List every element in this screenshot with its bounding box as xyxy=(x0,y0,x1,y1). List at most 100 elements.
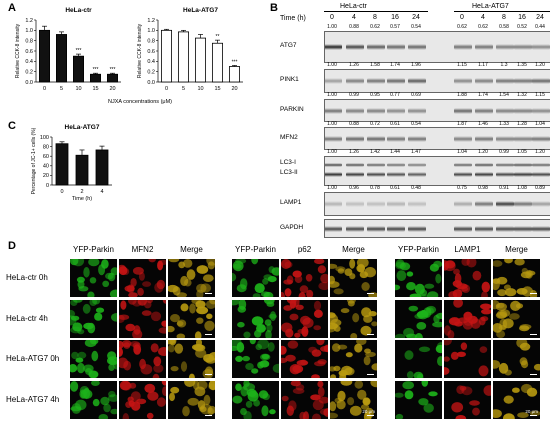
quantification-value: 1.32 xyxy=(517,92,527,98)
cell xyxy=(90,340,99,345)
cell xyxy=(334,397,342,403)
quantification-value: 0.58 xyxy=(499,24,509,30)
cell xyxy=(300,315,311,325)
cell xyxy=(435,344,442,354)
time-point: 0 xyxy=(330,14,334,21)
y-tick-label: 40 xyxy=(43,164,49,170)
blot-band xyxy=(514,162,532,167)
blot-band xyxy=(454,135,472,142)
y-tick-label: 0.2 xyxy=(147,69,155,75)
cell xyxy=(368,311,377,317)
cell xyxy=(493,260,503,267)
scale-bar xyxy=(205,374,212,375)
cell xyxy=(347,397,355,406)
cell xyxy=(266,323,273,333)
micrograph-tile xyxy=(330,300,377,338)
cell xyxy=(409,293,422,297)
cell xyxy=(310,394,321,401)
cell xyxy=(168,344,175,353)
micrograph-tile xyxy=(168,340,215,378)
cell xyxy=(261,405,269,417)
quantification-value: 1.47 xyxy=(411,149,421,155)
blot-band xyxy=(387,225,405,232)
cell xyxy=(318,386,325,398)
channel-label: YFP-Parkin xyxy=(235,245,276,254)
cell xyxy=(92,398,100,407)
scale-bar xyxy=(530,293,537,294)
cell xyxy=(399,262,411,271)
cell xyxy=(268,313,277,319)
cell xyxy=(257,340,270,350)
cell xyxy=(323,344,328,353)
cell-field xyxy=(70,340,117,378)
cell xyxy=(249,392,259,398)
cell xyxy=(333,288,344,295)
cell xyxy=(504,259,513,264)
bar xyxy=(39,29,51,83)
blot-band xyxy=(532,172,550,178)
quantification-value: 1.15 xyxy=(535,92,545,98)
scale-bar xyxy=(530,334,537,335)
cell xyxy=(356,259,369,268)
cell xyxy=(152,373,160,378)
cell xyxy=(362,397,371,406)
blot-band xyxy=(408,78,426,84)
cell xyxy=(209,300,215,305)
bar xyxy=(75,154,89,186)
quantification-value: 1.35 xyxy=(517,62,527,68)
bar xyxy=(56,34,68,83)
group-underline xyxy=(454,11,550,12)
cell xyxy=(202,274,214,282)
cell xyxy=(283,279,293,285)
cell xyxy=(158,347,166,356)
cell xyxy=(245,363,254,370)
cell-field xyxy=(119,381,166,419)
cell xyxy=(197,400,206,410)
quantification-value: 1.00 xyxy=(327,62,337,68)
quantification-value: 0.89 xyxy=(535,185,545,191)
cell xyxy=(182,406,190,417)
y-tick-label: 0 xyxy=(46,183,49,189)
cell xyxy=(232,300,240,306)
cell xyxy=(103,403,111,413)
cell xyxy=(204,320,215,331)
bar xyxy=(90,73,102,83)
cell xyxy=(70,259,79,266)
cell xyxy=(207,405,215,415)
channel-label: Merge xyxy=(180,245,203,254)
cell xyxy=(108,358,116,365)
cell xyxy=(85,368,93,375)
cell xyxy=(141,310,152,316)
cell-field xyxy=(395,381,438,419)
cell xyxy=(242,355,250,362)
blot-band xyxy=(408,201,426,207)
cell xyxy=(196,317,204,324)
blot-band xyxy=(408,172,426,178)
blot-label: LAMP1 xyxy=(280,199,302,206)
blot-band xyxy=(475,107,493,114)
cell xyxy=(504,369,512,376)
micrograph-tile xyxy=(70,259,117,297)
cell xyxy=(253,399,260,407)
cell xyxy=(70,300,78,306)
cell xyxy=(330,263,338,269)
blot-strip xyxy=(324,69,550,93)
scale-bar xyxy=(367,374,374,375)
quantification-value: 1.3 xyxy=(500,62,508,68)
micrograph-tile xyxy=(493,300,540,338)
cell xyxy=(146,412,154,419)
cell xyxy=(88,259,100,267)
cell xyxy=(418,346,431,353)
blot-band xyxy=(367,172,385,178)
cell xyxy=(150,343,159,353)
micrograph-tile xyxy=(232,340,279,378)
quantification-value: 1.26 xyxy=(349,149,359,155)
time-point: 24 xyxy=(536,14,544,21)
blot-band xyxy=(514,201,532,207)
blot-label: LC3-II xyxy=(280,169,298,176)
x-tick-label: 20 xyxy=(109,86,115,92)
x-tick-label: 0 xyxy=(60,189,63,195)
cell xyxy=(308,346,317,353)
cell xyxy=(520,271,532,279)
cell xyxy=(142,281,152,287)
